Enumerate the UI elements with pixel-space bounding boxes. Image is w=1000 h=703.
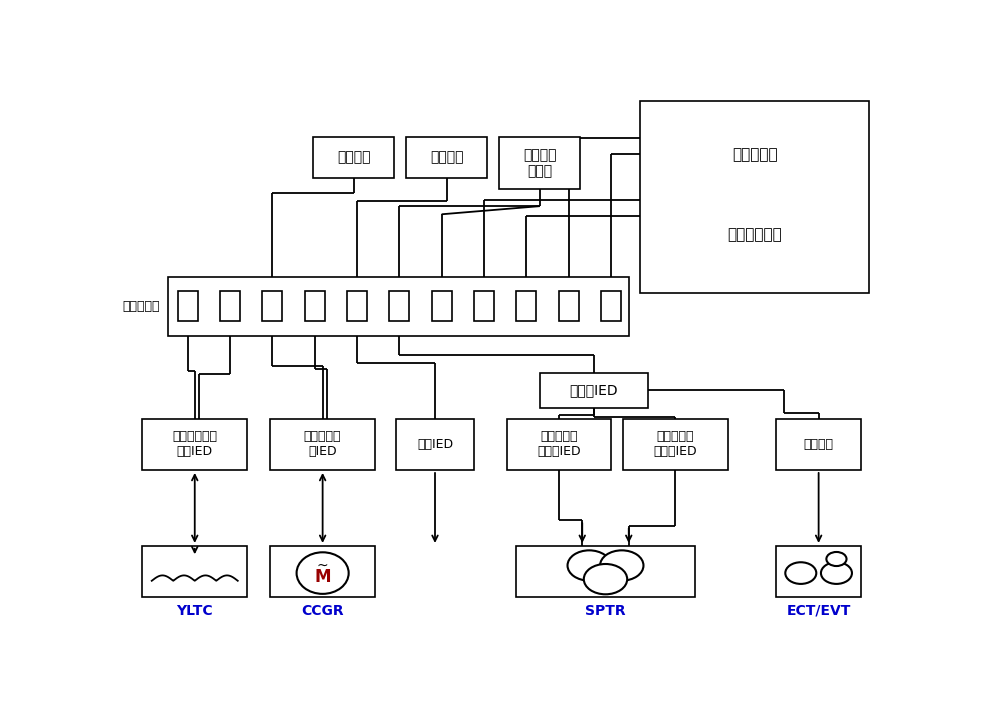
Bar [559, 292, 579, 321]
Circle shape [821, 562, 852, 584]
Text: M: M [314, 569, 331, 586]
Ellipse shape [297, 553, 349, 594]
Circle shape [584, 564, 627, 594]
Bar [776, 546, 861, 598]
Text: 综合应用
服务器: 综合应用 服务器 [523, 148, 556, 178]
Text: 测量IED: 测量IED [417, 438, 453, 451]
Bar [178, 292, 198, 321]
Text: 网络交换机: 网络交换机 [122, 299, 160, 313]
Bar [220, 292, 240, 321]
Circle shape [785, 562, 816, 584]
Bar [499, 137, 580, 188]
Bar [623, 418, 728, 470]
Bar [601, 292, 621, 321]
Text: ~: ~ [317, 559, 328, 573]
Bar [396, 418, 474, 470]
Text: 合并单元: 合并单元 [804, 438, 834, 451]
Bar [474, 292, 494, 321]
Bar [270, 418, 375, 470]
Bar [168, 276, 629, 336]
Bar [516, 546, 695, 598]
Bar [507, 418, 611, 470]
Bar [262, 292, 282, 321]
Bar [540, 373, 648, 408]
Text: 智能变压器: 智能变压器 [732, 147, 778, 162]
Bar [313, 137, 394, 178]
Text: YLTC: YLTC [176, 604, 213, 618]
Bar [432, 292, 452, 321]
Circle shape [826, 552, 847, 566]
Text: 有载分接开关
控制IED: 有载分接开关 控制IED [172, 430, 217, 458]
Bar [142, 418, 247, 470]
Circle shape [568, 550, 611, 581]
Bar [305, 292, 325, 321]
Bar [516, 292, 536, 321]
Text: 冷却装置控
制IED: 冷却装置控 制IED [304, 430, 341, 458]
Bar [389, 292, 409, 321]
Circle shape [600, 550, 643, 581]
Text: CCGR: CCGR [301, 604, 344, 618]
Bar [270, 546, 375, 598]
Text: 现场测试平台: 现场测试平台 [727, 228, 782, 243]
Text: ECT/EVT: ECT/EVT [786, 604, 851, 618]
Bar [406, 137, 487, 178]
Bar [640, 101, 869, 292]
Text: 铁心接地电
流监测IED: 铁心接地电 流监测IED [537, 430, 581, 458]
Text: SPTR: SPTR [585, 604, 626, 618]
Text: 测控装置: 测控装置 [337, 150, 370, 165]
Text: 保护装置: 保护装置 [430, 150, 463, 165]
Bar [347, 292, 367, 321]
Bar [776, 418, 861, 470]
Text: 油中溶解气
体监测IED: 油中溶解气 体监测IED [653, 430, 697, 458]
Bar [142, 546, 247, 598]
Text: 监测主IED: 监测主IED [570, 383, 618, 397]
